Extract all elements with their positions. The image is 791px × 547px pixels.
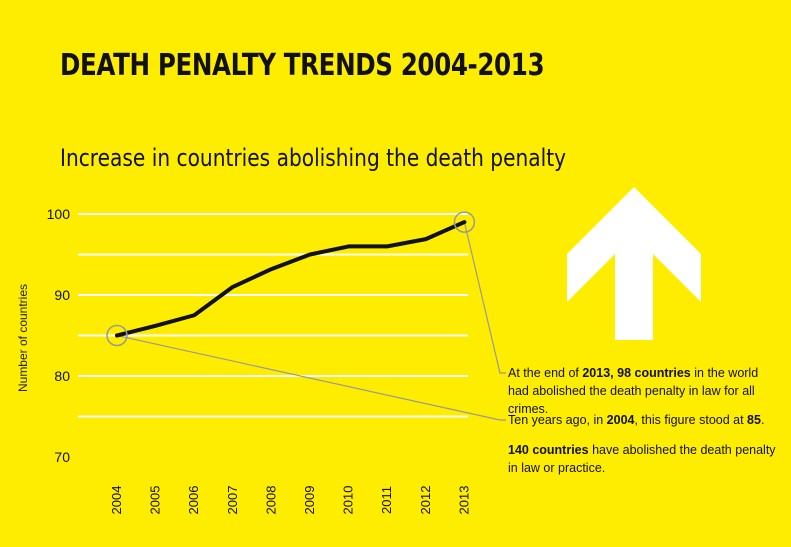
x-tick-label: 2010 bbox=[341, 486, 356, 515]
y-tick-label: 90 bbox=[54, 287, 70, 303]
x-tick-label: 2007 bbox=[225, 486, 240, 515]
annotation-text: have abolished the death penalty in law … bbox=[508, 443, 776, 475]
y-axis-label: Number of countries bbox=[16, 283, 30, 393]
annotation-text: in the world had abolished the death pen… bbox=[508, 366, 759, 416]
x-tick-label: 2011 bbox=[379, 486, 394, 514]
highlight-marker-2004 bbox=[106, 324, 128, 347]
series-line bbox=[115, 220, 467, 338]
chart-subtitle: Increase in countries abolishing the dea… bbox=[60, 144, 567, 172]
annotation-text: 140 countries bbox=[508, 443, 589, 457]
annotation-text: 2013, 98 countries bbox=[582, 366, 691, 380]
annotation-text: 85 bbox=[747, 413, 761, 427]
annotation-2013: At the end of 2013, 98 countries in the … bbox=[508, 364, 778, 418]
annotation-2004: Ten years ago, in 2004, this figure stoo… bbox=[508, 411, 778, 429]
x-tick-label: 2012 bbox=[418, 486, 433, 515]
annotation-text: At the end of bbox=[508, 366, 583, 380]
y-tick-label: 70 bbox=[54, 449, 70, 465]
callout-line-2004 bbox=[116, 334, 506, 421]
annotation-140-countries: 140 countries have abolished the death p… bbox=[508, 441, 778, 477]
annotation-text: , this figure stood at bbox=[634, 413, 748, 427]
y-tick-label: 80 bbox=[54, 368, 70, 384]
annotation-text: . bbox=[760, 413, 765, 427]
x-tick-label: 2006 bbox=[186, 486, 201, 515]
x-tick-label: 2009 bbox=[302, 486, 317, 515]
x-tick-label: 2008 bbox=[263, 486, 278, 515]
up-arrow-icon bbox=[567, 187, 701, 340]
x-tick-label: 2004 bbox=[109, 486, 124, 515]
chart-title: DEATH PENALTY TRENDS 2004-2013 bbox=[60, 48, 545, 83]
callout-line-2013 bbox=[463, 221, 506, 374]
annotation-text: 2004 bbox=[606, 413, 635, 427]
x-tick-label: 2013 bbox=[456, 486, 471, 515]
annotation-text: Ten years ago, in bbox=[508, 413, 607, 427]
y-tick-label: 100 bbox=[47, 206, 71, 222]
highlight-marker-2013 bbox=[453, 211, 476, 233]
x-tick-label: 2005 bbox=[148, 486, 163, 515]
